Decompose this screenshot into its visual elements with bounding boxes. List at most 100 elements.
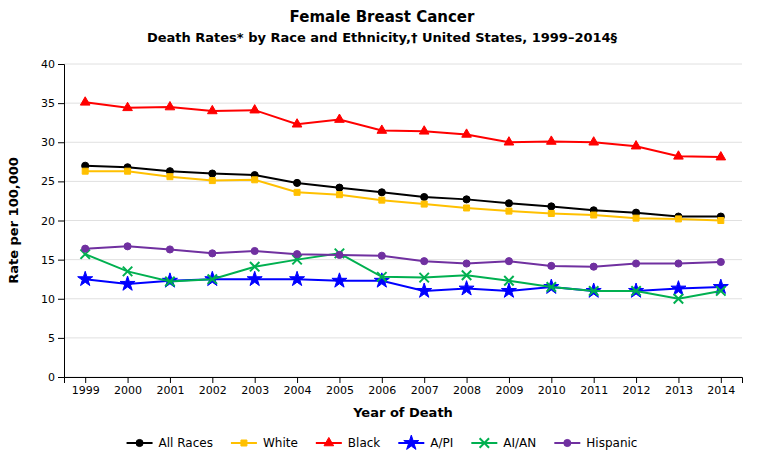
point [504,137,514,145]
y-tick: 20 [41,215,64,228]
point [671,281,686,295]
legend: All RacesWhiteBlackA/PIAI/ANHispanic [127,435,638,450]
series-line [85,102,721,157]
y-tick-label: 10 [41,293,55,306]
series-line [85,246,721,266]
point [462,271,471,280]
legend-entry: Black [316,436,381,450]
y-tick-mark [58,338,64,339]
x-tick: 2005 [326,377,354,397]
point [209,250,216,257]
x-tick-label: 2008 [453,384,481,397]
y-tick-mark [58,299,64,300]
point [421,201,427,207]
point [336,192,342,198]
point [419,126,429,134]
y-tick-mark [58,142,64,143]
point [547,282,556,291]
point [250,262,259,271]
point [505,258,512,265]
point [208,105,218,113]
y-tick-mark [58,377,64,378]
series [80,249,725,304]
point [120,276,135,290]
series [82,168,724,223]
x-tick: 2008 [453,377,481,397]
subtitle: Death Rates* by Race and Ethnicity,† Uni… [147,30,618,45]
point [716,286,725,295]
y-tick-mark [58,64,64,65]
legend-label: AI/AN [503,436,536,450]
point [124,243,131,250]
x-tick-label: 2002 [199,384,227,397]
point [462,129,472,137]
point [292,119,302,127]
y-axis: 0510152025303540 [41,58,65,384]
x-tick-label: 2006 [368,384,396,397]
point [293,179,300,186]
plot-area: 1999200020012002200320042005200620072008… [41,58,743,397]
point [506,208,512,214]
point [379,197,385,203]
point [674,294,683,303]
point [377,125,387,133]
title: Female Breast Cancer [290,8,475,26]
point [166,246,173,253]
point [548,210,554,216]
x-axis-line [65,378,743,384]
legend-marker [324,437,334,445]
point [421,193,428,200]
point [505,200,512,207]
point [501,283,516,297]
point [504,276,513,285]
x-tick-mark [128,377,129,383]
x-tick: 1999 [72,377,100,397]
legend-entry: AI/AN [471,436,536,450]
point [80,97,90,105]
point [590,263,597,270]
point [125,168,131,174]
y-axis-title: Rate per 100,000 [6,157,21,284]
x-tick-mark [212,377,213,383]
point [589,286,598,295]
x-tick-label: 2007 [411,384,439,397]
x-tick-label: 2000 [114,384,142,397]
x-tick-label: 1999 [72,384,100,397]
x-tick-label: 2010 [538,384,566,397]
point [548,262,555,269]
x-tick-mark [297,377,298,383]
point [335,249,344,258]
x-tick-mark [85,377,86,383]
grid-line [64,142,742,143]
point [675,260,682,267]
point [82,245,89,252]
x-tick-mark [594,377,595,383]
x-tick-label: 2001 [156,384,184,397]
x-tick-label: 2004 [284,384,312,397]
point [674,151,684,159]
grid-line [64,298,742,299]
x-tick: 2001 [156,377,184,397]
point [548,203,555,210]
x-tick: 2009 [495,377,523,397]
point [591,212,597,218]
legend-entry: White [231,436,298,450]
point [459,281,474,295]
point [251,247,258,254]
y-tick-label: 30 [41,136,55,149]
series [82,162,725,220]
point [463,260,470,267]
grid-line [64,64,742,65]
x-tick: 2013 [665,377,693,397]
grid-line [64,181,742,182]
point [78,271,93,285]
point [463,196,470,203]
point [718,218,724,224]
y-tick-label: 35 [41,97,55,110]
point [632,260,639,267]
x-tick: 2011 [580,377,608,397]
x-tick-mark [721,377,722,383]
y-tick: 25 [41,175,64,188]
point [290,271,305,285]
y-tick-mark [58,103,64,104]
